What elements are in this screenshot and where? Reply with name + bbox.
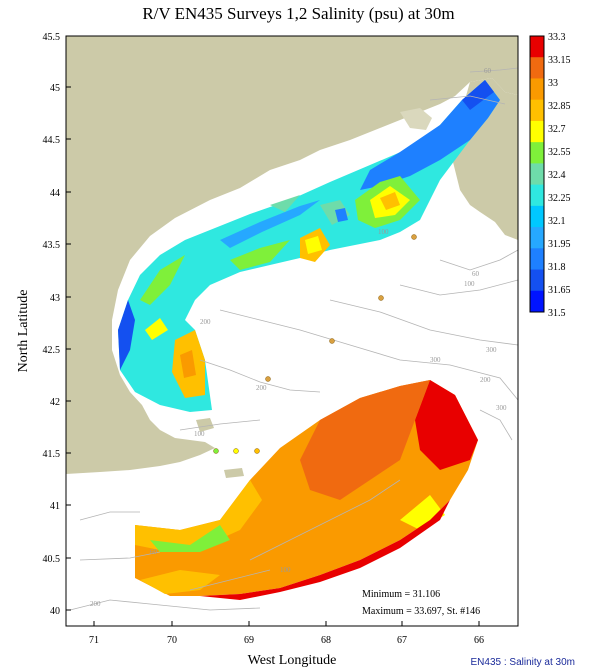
footer-caption: EN435 : Salinity at 30m [470, 657, 576, 668]
isobath-label: 60 [150, 548, 158, 556]
colorbar-label: 31.95 [548, 239, 571, 250]
colorbar-swatch [530, 120, 544, 143]
x-axis-title: West Longitude [248, 653, 337, 668]
y-tick-label: 44.5 [43, 135, 61, 146]
colorbar-label: 31.65 [548, 285, 571, 296]
y-tick-label: 40 [50, 606, 60, 617]
station-marker [254, 448, 260, 454]
x-tick-label: 69 [244, 635, 254, 646]
x-tick-label: 67 [397, 635, 407, 646]
y-tick-label: 45 [50, 83, 60, 94]
stations [213, 234, 417, 454]
station-marker [233, 448, 239, 454]
station-marker [329, 338, 335, 344]
colorbar: 33.3 33.15 33 32.85 32.7 32.55 32.4 32.2… [529, 32, 571, 319]
survey-region-gulf-of-maine [118, 80, 500, 412]
colorbar-swatch [530, 269, 544, 292]
colorbar-swatch [530, 99, 544, 122]
isobaths [69, 67, 519, 611]
x-tick-label: 68 [321, 635, 331, 646]
y-axis: 45.5 45 44.5 44 43.5 43 42.5 42 41.5 41 … [43, 32, 71, 617]
colorbar-swatch [530, 227, 544, 249]
stats-box: Minimum = 31.106 Maximum = 33.697, St. #… [362, 586, 480, 620]
y-tick-label: 43.5 [43, 240, 61, 251]
isobath-label: 100 [280, 566, 291, 574]
isobath-label: 200 [90, 600, 101, 608]
station-marker [265, 376, 271, 382]
x-tick-label: 70 [167, 635, 177, 646]
colorbar-label: 32.1 [548, 216, 566, 227]
colorbar-label: 31.5 [548, 308, 566, 319]
colorbar-swatch [530, 205, 544, 228]
station-marker [378, 295, 384, 301]
y-tick-label: 42 [50, 397, 60, 408]
colorbar-label: 32.85 [548, 101, 571, 112]
isobath-label: 100 [378, 228, 389, 236]
colorbar-label: 33.3 [548, 32, 566, 43]
maximum-value: Maximum = 33.697, St. #146 [362, 606, 481, 617]
x-axis: 71 70 69 68 67 66 [89, 621, 484, 646]
x-tick-label: 71 [89, 635, 99, 646]
isobath-label: 300 [486, 346, 497, 354]
colorbar-label: 32.25 [548, 193, 571, 204]
colorbar-swatches [530, 36, 544, 313]
map-title: R/V EN435 Surveys 1,2 Salinity (psu) at … [142, 4, 455, 23]
isobath-label: 300 [496, 404, 507, 412]
y-tick-label: 44 [50, 188, 60, 199]
colorbar-label: 33 [548, 78, 558, 89]
colorbar-swatch [530, 78, 544, 101]
isobath-label: 200 [256, 384, 267, 392]
colorbar-label: 32.55 [548, 147, 571, 158]
colorbar-swatch [530, 184, 544, 207]
x-tick-label: 66 [474, 635, 484, 646]
colorbar-swatch [530, 57, 544, 79]
colorbar-swatch [530, 163, 544, 186]
isobath-label: 60 [472, 270, 480, 278]
colorbar-frame [529, 35, 545, 313]
y-axis-title: North Latitude [16, 290, 31, 373]
colorbar-label: 31.8 [548, 262, 566, 273]
isobath-labels: 60 100 200 300 60 100 200 300 100 200 10… [90, 67, 507, 608]
minimum-value: Minimum = 31.106 [362, 589, 441, 600]
y-tick-label: 41.5 [43, 449, 61, 460]
plot-frame [65, 35, 519, 627]
isobath-label: 300 [430, 356, 441, 364]
isobath-label: 200 [200, 318, 211, 326]
survey-region-georges-bank [135, 380, 478, 600]
isobath-label: 100 [464, 280, 475, 288]
y-tick-label: 40.5 [43, 554, 61, 565]
station-marker [213, 448, 219, 454]
colorbar-label: 32.4 [548, 170, 566, 181]
isobath-label: 100 [194, 430, 205, 438]
y-tick-label: 41 [50, 501, 60, 512]
colorbar-swatch [530, 248, 544, 271]
colorbar-label: 33.15 [548, 55, 571, 66]
isobath-label: 200 [480, 376, 491, 384]
station-marker [411, 234, 417, 240]
y-tick-label: 43 [50, 293, 60, 304]
isobath-label: 60 [484, 67, 492, 75]
y-tick-label: 45.5 [43, 32, 61, 43]
colorbar-swatch [530, 36, 544, 58]
colorbar-swatch [530, 290, 544, 313]
y-tick-label: 42.5 [43, 345, 61, 356]
colorbar-swatch [530, 142, 544, 164]
colorbar-label: 32.7 [548, 124, 566, 135]
